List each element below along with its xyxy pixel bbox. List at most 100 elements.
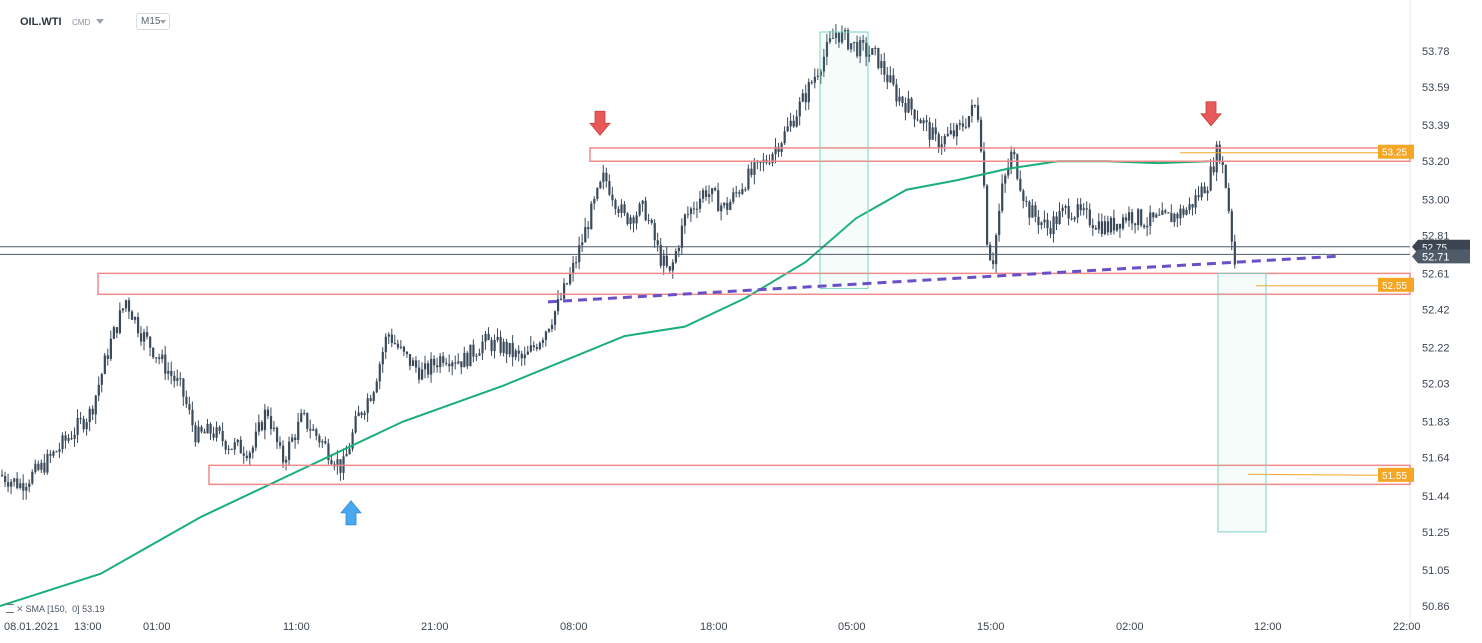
candle [964, 126, 968, 128]
candle [774, 146, 777, 155]
candle [868, 54, 871, 57]
candle [1140, 209, 1143, 226]
y-tick-label: 52.42 [1422, 304, 1450, 316]
candle [55, 451, 58, 453]
candle [294, 437, 297, 440]
candle [665, 255, 668, 267]
candle [904, 102, 907, 113]
candle [632, 217, 635, 224]
candle [889, 75, 892, 83]
candle [979, 119, 983, 152]
candle [94, 395, 97, 415]
candle [46, 453, 49, 473]
chart-header: OIL.WTI CMD M15 [0, 0, 1410, 40]
x-tick-label: 01:00 [143, 621, 171, 633]
candle [351, 432, 354, 449]
candle [744, 189, 747, 191]
y-tick-label: 53.20 [1422, 156, 1450, 168]
candle [411, 360, 415, 366]
symbol-label[interactable]: OIL.WTI [20, 16, 62, 28]
candle [553, 311, 557, 325]
y-tick-label: 53.39 [1422, 120, 1450, 132]
level-badge [1378, 277, 1414, 292]
candle [197, 426, 200, 443]
candle [1182, 208, 1185, 215]
candle [556, 299, 560, 312]
candle [620, 204, 623, 213]
candle [538, 342, 542, 349]
candle [272, 427, 276, 429]
candle [309, 428, 312, 431]
candle [605, 172, 608, 182]
candle [372, 392, 375, 401]
candle [550, 324, 554, 329]
candle [789, 120, 792, 127]
candle [949, 130, 952, 134]
candle [484, 333, 487, 342]
candle [910, 98, 913, 110]
candle [1146, 225, 1149, 228]
candle [677, 247, 681, 252]
candle [1097, 221, 1100, 230]
candle [919, 120, 922, 124]
candle [19, 483, 22, 488]
candle [43, 462, 46, 473]
level-badge-label: 53.25 [1382, 148, 1407, 159]
candle [155, 357, 158, 359]
candle [381, 352, 384, 365]
candle [170, 370, 173, 376]
candle [124, 300, 128, 309]
candle [635, 215, 638, 224]
candle [306, 412, 309, 429]
candle [245, 455, 248, 459]
candle [901, 96, 904, 103]
y-tick-label: 51.25 [1422, 527, 1450, 539]
candle [532, 345, 535, 348]
candle [783, 131, 786, 144]
candle [1161, 210, 1164, 215]
candle [161, 354, 164, 360]
legend-toggle-icon[interactable] [6, 604, 14, 613]
candle [638, 204, 641, 216]
candle [701, 190, 705, 199]
close-icon[interactable]: ✕ [16, 604, 24, 614]
level-line [1247, 473, 1379, 476]
candle [215, 427, 218, 438]
candle [955, 124, 958, 137]
candle [269, 416, 273, 429]
sma-line [0, 160, 1209, 607]
candle [112, 327, 116, 339]
candle [1176, 213, 1179, 219]
timeframe-select[interactable]: M15 [136, 13, 170, 30]
candle [837, 32, 841, 43]
x-tick-label: 21:00 [421, 621, 449, 633]
candle [777, 146, 780, 153]
y-tick-label: 51.64 [1422, 453, 1450, 465]
y-tick-label: 52.61 [1422, 268, 1450, 280]
candle [487, 333, 490, 341]
candle [1013, 151, 1016, 155]
candle [1173, 213, 1176, 223]
trendline [547, 254, 1339, 304]
candle [109, 338, 112, 359]
candle [1137, 209, 1140, 226]
candle [384, 336, 387, 353]
candle [514, 350, 517, 358]
candle [496, 336, 499, 341]
candle [572, 262, 575, 274]
candle [1152, 212, 1155, 218]
candle [1052, 216, 1055, 235]
chevron-down-icon[interactable] [96, 19, 104, 24]
candle [103, 355, 106, 375]
candle [907, 98, 910, 113]
candle [856, 41, 859, 57]
candle [961, 123, 965, 127]
candle [596, 187, 599, 199]
price-tag-current-label: 52.71 [1422, 251, 1450, 263]
candle [1079, 204, 1082, 211]
y-tick-label: 52.22 [1422, 343, 1450, 355]
highlight-box [1217, 272, 1267, 533]
candle [659, 244, 662, 266]
candle [819, 71, 823, 76]
